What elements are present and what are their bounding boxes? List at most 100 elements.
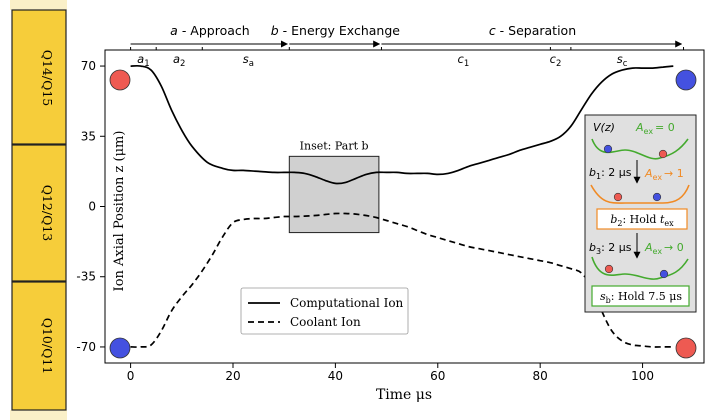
panel-ion-blue-bottom — [659, 269, 669, 279]
aex-to0-text: → 0 — [664, 241, 684, 254]
blue-ion-bottom-left — [109, 337, 131, 359]
b2-box — [596, 208, 688, 230]
subphase-label-c2: c2 — [550, 52, 562, 69]
aex-sub-2: ex — [653, 173, 663, 182]
aex-zero-top: Aex = 0 — [635, 121, 675, 136]
b1-text: : 2 μs — [601, 166, 632, 179]
subphase-sym: a — [137, 52, 144, 66]
b3-label: b3: 2 μs — [589, 241, 632, 256]
legend-label-coolant: Coolant Ion — [290, 315, 361, 329]
phase-label-c: c - Separation — [489, 23, 576, 38]
panel-ion-red-top — [658, 149, 668, 159]
side-label-box-3 — [11, 281, 67, 411]
potential-well-bottom — [591, 256, 689, 280]
subphase-label-c1: c1 — [458, 52, 470, 69]
potential-label: V(z) — [593, 121, 615, 134]
side-label-box-1 — [11, 9, 67, 145]
b2-t: t — [660, 213, 665, 226]
subphase-label-sc: sc — [617, 52, 628, 69]
sb-sym: s — [600, 290, 606, 303]
subphase-label-sa: sa — [243, 52, 254, 69]
computational-ion-line — [130, 64, 674, 185]
blue-ion-top-right — [675, 69, 697, 91]
subphase-sym: s — [243, 52, 249, 66]
subphase-sub: 1 — [144, 59, 149, 69]
aex-to1-text: → 1 — [664, 167, 684, 180]
subphase-label-a2: a2 — [173, 52, 185, 69]
subphase-sub: 1 — [464, 59, 469, 69]
side-strip-bottom-cap — [10, 410, 67, 420]
aex-sub: ex — [644, 127, 654, 136]
subphase-sym: c — [550, 52, 557, 66]
panel-ion-blue-top — [603, 144, 613, 154]
y-tick-label: 0 — [88, 200, 96, 214]
panel-ion-red-middle — [613, 192, 623, 202]
b2-label: b2: Hold tex — [610, 213, 674, 228]
b1-sub: 1 — [596, 172, 601, 181]
x-tick-label: 40 — [328, 369, 343, 383]
subphase-sub: 2 — [556, 59, 561, 69]
subphase-sub: a — [249, 59, 254, 69]
aex-to-zero: Aex → 0 — [644, 241, 684, 256]
x-tick-label: 80 — [533, 369, 548, 383]
side-label-q10-q11: Q10/Q11 — [40, 318, 55, 375]
legend-label-computational: Computational Ion — [290, 296, 404, 310]
b2-sym: b — [610, 213, 617, 226]
b2-sub: 2 — [617, 219, 622, 228]
sb-text: : Hold 7.5 μs — [611, 290, 683, 303]
subphase-sym: s — [617, 52, 623, 66]
x-axis-label: Time μs — [376, 387, 432, 403]
y-tick-label: 35 — [81, 129, 96, 143]
sb-box — [591, 285, 690, 307]
phase-letter-a: a — [170, 23, 178, 38]
b3-sub: 3 — [596, 247, 601, 256]
aex-to-one: Aex → 1 — [644, 167, 684, 182]
x-tick-label: 100 — [631, 369, 654, 383]
subphase-label-a1: a1 — [137, 52, 149, 69]
y-axis-ticks: 70 35 0 -35 -70 — [76, 59, 105, 354]
legend: Computational Ion Coolant Ion — [240, 287, 409, 335]
phase-label-b: b - Energy Exchange — [271, 23, 401, 38]
side-label-q12-q13: Q12/Q13 — [40, 185, 55, 242]
sb-sub: b — [606, 296, 611, 305]
side-strip: Q14/Q15 Q12/Q13 Q10/Q11 — [10, 0, 67, 420]
y-tick-label: -35 — [76, 270, 96, 284]
phase-label-a: a - Approach — [170, 23, 250, 38]
legend-frame — [240, 287, 409, 335]
aex-sym: A — [635, 121, 644, 134]
aex-sym-2: A — [644, 167, 653, 180]
y-axis-label: Ion Axial Position z (μm) — [112, 131, 127, 292]
aex-eq0: = 0 — [655, 121, 675, 134]
b3-sym: b — [589, 241, 596, 254]
potential-well-middle — [590, 184, 690, 204]
x-tick-label: 60 — [430, 369, 445, 383]
b1-sym: b — [589, 166, 596, 179]
b3-text: : 2 μs — [601, 241, 632, 254]
x-axis-ticks: 0 20 40 60 80 100 — [127, 363, 654, 383]
inset-label: Inset: Part b — [300, 139, 369, 152]
side-label-box-2 — [11, 144, 67, 282]
subphase-sub: c — [623, 59, 628, 69]
x-tick-label: 20 — [225, 369, 240, 383]
b2-text: : Hold — [622, 213, 659, 226]
b1-label: b1: 2 μs — [589, 166, 632, 181]
subphase-sym: a — [173, 52, 180, 66]
phase-text-c: - Separation — [496, 23, 576, 38]
phase-letter-c: c — [489, 23, 496, 38]
phase-letter-b: b — [271, 23, 279, 38]
y-tick-label: 70 — [81, 59, 96, 73]
side-label-q14-q15: Q14/Q15 — [40, 50, 55, 107]
b2-tsub: ex — [664, 219, 674, 228]
phase-annotations: a - Approach b - Energy Exchange c - Separ… — [130, 23, 685, 69]
protocol-panel: V(z) Aex = 0 b1: 2 μs Aex → 1 b2: Hold tex… — [584, 114, 697, 313]
red-ion-top-left — [109, 69, 131, 91]
phase-text-a: - Approach — [178, 23, 250, 38]
side-strip-top-cap — [10, 0, 67, 10]
red-ion-bottom-right — [675, 337, 697, 359]
panel-ion-blue-middle — [652, 192, 662, 202]
y-tick-label: -70 — [76, 340, 96, 354]
subphase-sub: 2 — [180, 59, 185, 69]
phase-text-b: - Energy Exchange — [279, 23, 401, 38]
inset-box — [288, 155, 380, 234]
